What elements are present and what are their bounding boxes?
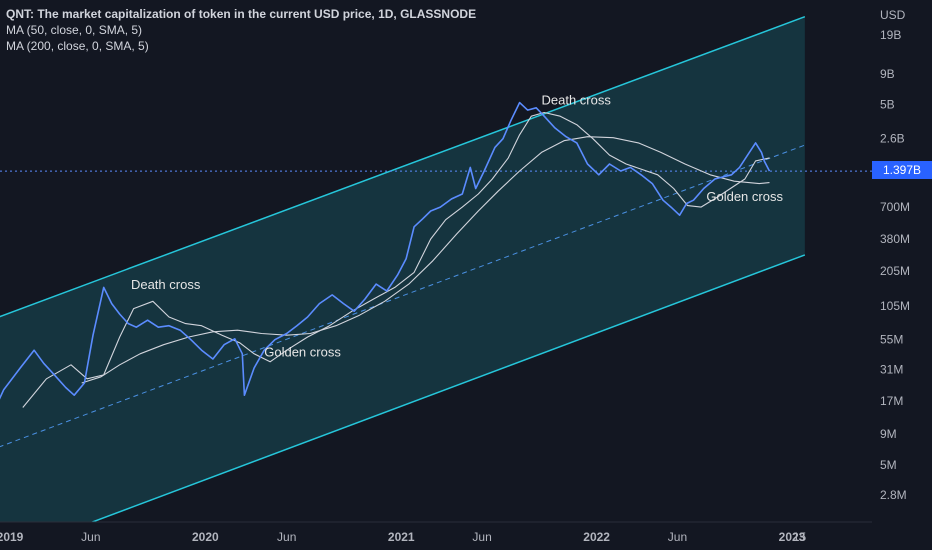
y-tick-label: 2.6B bbox=[880, 132, 905, 146]
x-tick-label: 2019 bbox=[0, 530, 24, 544]
y-tick-label: 105M bbox=[880, 299, 910, 313]
y-tick-label: 380M bbox=[880, 232, 910, 246]
y-tick-label: 19B bbox=[880, 28, 901, 42]
legend-ma50[interactable]: MA (50, close, 0, SMA, 5) bbox=[6, 23, 143, 37]
chart-legend: QNT: The market capitalization of token … bbox=[6, 6, 476, 54]
y-axis-currency: USD bbox=[880, 8, 906, 22]
channel-middle-line bbox=[0, 144, 806, 448]
x-tick-label: 2023 bbox=[779, 530, 806, 544]
annotation-4: Golden cross bbox=[706, 189, 783, 204]
y-tick-label: 5M bbox=[880, 458, 897, 472]
y-tick-label: 9M bbox=[880, 427, 897, 441]
y-axis[interactable]: USD 19B 9B 5B 2.6B 700M 380M 205M 105M 55M 31M 17M 9… bbox=[880, 8, 910, 502]
annotation-1: Death cross bbox=[131, 277, 201, 292]
channel-fill bbox=[0, 16, 805, 522]
y-tick-label: 17M bbox=[880, 394, 903, 408]
x-tick-label: Jun bbox=[668, 530, 687, 544]
x-tick-label: Jun bbox=[81, 530, 100, 544]
x-tick-label: 2021 bbox=[388, 530, 415, 544]
ma50-line bbox=[22, 111, 770, 408]
y-tick-label: 205M bbox=[880, 264, 910, 278]
legend-title[interactable]: QNT: The market capitalization of token … bbox=[6, 7, 477, 21]
x-tick-label: 15 bbox=[793, 530, 807, 544]
current-price-badge: 1.397B bbox=[872, 161, 932, 179]
annotation-2: Golden cross bbox=[264, 344, 341, 359]
price-series bbox=[0, 101, 771, 400]
regression-channel[interactable] bbox=[0, 15, 806, 550]
y-tick-label: 31M bbox=[880, 363, 903, 377]
y-tick-label: 55M bbox=[880, 333, 903, 347]
y-tick-label: 5B bbox=[880, 98, 895, 112]
x-tick-label: 2020 bbox=[192, 530, 219, 544]
legend-ma200[interactable]: MA (200, close, 0, SMA, 5) bbox=[6, 39, 149, 53]
x-tick-label: Jun bbox=[472, 530, 491, 544]
y-tick-label: 700M bbox=[880, 200, 910, 214]
x-tick-label: Jun bbox=[277, 530, 296, 544]
y-tick-label: 2.8M bbox=[880, 488, 907, 502]
annotations: Death cross Golden cross Death cross Golden… bbox=[131, 93, 783, 360]
channel-upper-line bbox=[0, 15, 806, 318]
annotation-3: Death cross bbox=[542, 93, 612, 108]
y-tick-label: 9B bbox=[880, 67, 895, 81]
x-tick-label: 2022 bbox=[583, 530, 610, 544]
channel-lower-line bbox=[90, 254, 806, 522]
price-line bbox=[0, 101, 771, 400]
